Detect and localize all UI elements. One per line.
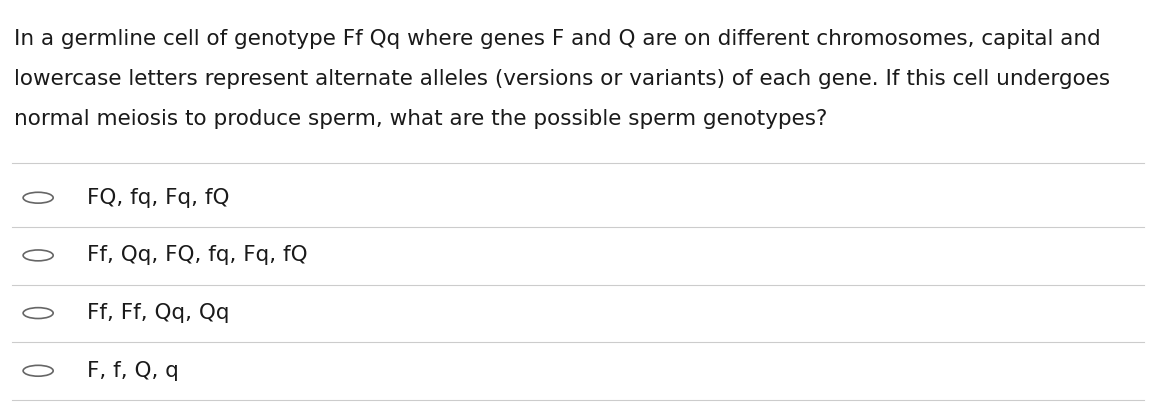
Text: normal meiosis to produce sperm, what are the possible sperm genotypes?: normal meiosis to produce sperm, what ar… <box>14 109 828 129</box>
Text: In a germline cell of genotype Ff Qq where genes F and Q are on different chromo: In a germline cell of genotype Ff Qq whe… <box>14 29 1101 49</box>
Text: FQ, fq, Fq, fQ: FQ, fq, Fq, fQ <box>87 188 229 208</box>
Text: Ff, Qq, FQ, fq, Fq, fQ: Ff, Qq, FQ, fq, Fq, fQ <box>87 245 307 265</box>
Text: Ff, Ff, Qq, Qq: Ff, Ff, Qq, Qq <box>87 303 229 323</box>
Text: lowercase letters represent alternate alleles (versions or variants) of each gen: lowercase letters represent alternate al… <box>14 69 1110 89</box>
Text: F, f, Q, q: F, f, Q, q <box>87 361 178 381</box>
